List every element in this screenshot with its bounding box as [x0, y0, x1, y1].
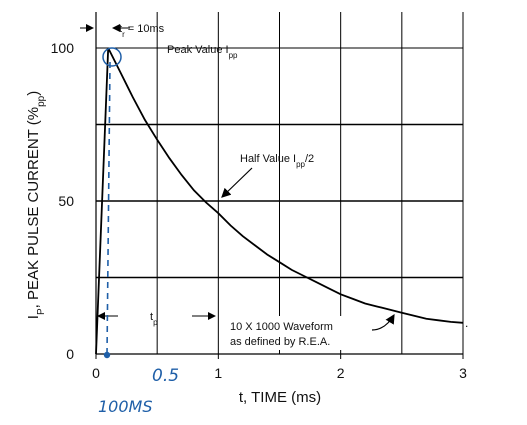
y-axis-label: IP, PEAK PULSE CURRENT (%pp) [25, 91, 47, 319]
svg-text:Peak Value Ipp: Peak Value Ipp [167, 44, 238, 60]
grid [96, 12, 464, 354]
waveform-curve [95, 47, 464, 355]
svg-text:as defined by R.E.A.: as defined by R.E.A. [230, 336, 330, 348]
x-axis-label: t, TIME (ms) [239, 389, 321, 406]
waveform-annotation: 10 X 1000 Waveform as defined by R.E.A. … [222, 313, 468, 350]
half-value-annotation: Half Value Ipp/2 [221, 153, 314, 198]
svg-text:100MS: 100MS [98, 397, 153, 416]
x-tick-label: 2 [337, 365, 345, 381]
handwritten-annotations: 0.5 100MS [98, 47, 179, 416]
pulse-time-annotation: tp [97, 311, 216, 327]
dashed-marker [106, 61, 111, 356]
svg-text:.: . [465, 316, 468, 330]
svg-text:tr = 10ms: tr = 10ms [119, 23, 165, 39]
svg-text:tp: tp [150, 311, 158, 327]
x-tick-label: 1 [214, 365, 222, 381]
axes [95, 12, 463, 355]
x-tick-label: 0 [92, 365, 100, 381]
tick-labels: 0 1 2 3 0 50 100 [51, 40, 467, 381]
svg-text:Half Value Ipp/2: Half Value Ipp/2 [240, 153, 314, 169]
series-line [95, 47, 464, 355]
y-tick-label: 0 [66, 346, 74, 362]
y-tick-label: 50 [58, 193, 74, 209]
rise-time-annotation: tr = 10ms [80, 23, 165, 39]
svg-text:0.5: 0.5 [152, 366, 179, 386]
x-tick-label: 3 [459, 365, 467, 381]
peak-circle [102, 47, 122, 67]
y-tick-label: 100 [51, 40, 75, 56]
peak-value-annotation: Peak Value Ipp [120, 44, 238, 60]
svg-text:10 X 1000 Waveform: 10 X 1000 Waveform [230, 321, 333, 333]
marker-dot [103, 351, 111, 359]
